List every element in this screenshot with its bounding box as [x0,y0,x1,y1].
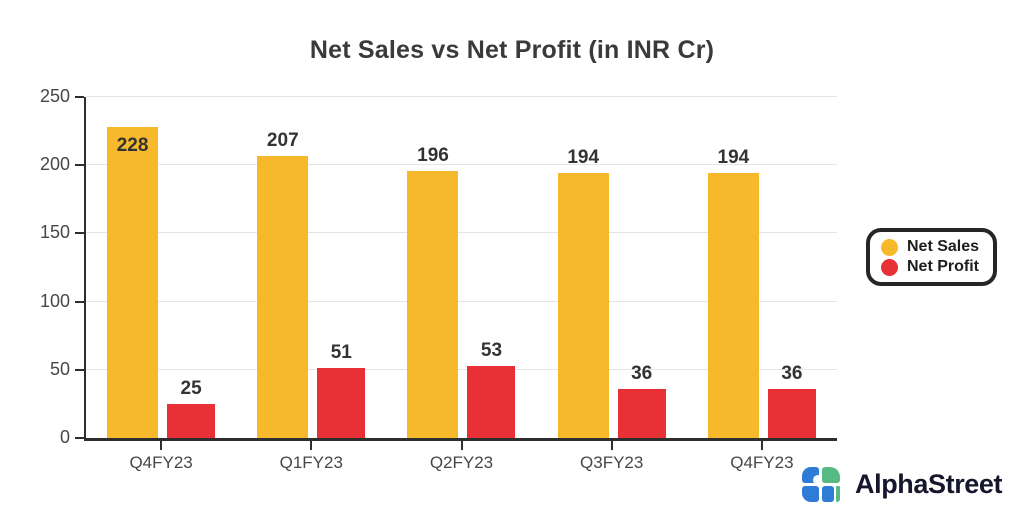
y-axis-label: 250 [39,86,70,106]
x-axis-label: Q4FY23 [730,453,794,472]
chart-title: Net Sales vs Net Profit (in INR Cr) [309,36,715,64]
net-profit-bar: 25 [167,378,216,438]
y-axis-tick [75,232,84,234]
logo-petal-top-right [822,467,840,483]
alphastreet-logo-icon [802,467,840,502]
logo-petal-bottom-right-green [835,486,840,502]
plot-area: 0 50 100 150 200 250 228 25 Q4FY23 207 51 Q1FY23 196… [40,86,837,472]
gridline [86,232,837,233]
y-axis-tick [75,96,84,98]
x-axis-label: Q3FY23 [580,453,644,472]
net-profit-bar: 36 [617,363,666,438]
y-axis-label: 200 [39,154,70,174]
y-axis-tick [75,164,84,166]
bar-value-label: 25 [180,378,202,399]
y-axis-label: 100 [39,291,70,311]
legend-swatch-net-profit [881,258,898,276]
net-profit-bar: 53 [467,340,516,438]
bar-value-label: 36 [781,363,803,384]
gridline [86,369,837,370]
y-axis-tick [75,301,84,303]
bar-group: 194 36 [537,97,687,438]
bar-value-label: 36 [631,363,653,384]
bar-value-label: 194 [567,147,600,168]
bar-group: 196 53 [386,97,536,438]
legend: Net Sales Net Profit [866,228,998,286]
bar-value-label: 51 [330,342,352,363]
x-axis-label: Q2FY23 [429,453,494,472]
bar-group: 194 36 [687,97,837,438]
y-axis-label: 150 [39,222,70,242]
gridline [86,301,837,302]
net-profit-bar: 36 [767,363,816,438]
net-profit-bar: 51 [317,342,366,438]
legend-label: Net Profit [907,258,979,275]
x-axis-tick [460,438,463,450]
bar-value-label: 228 [116,135,149,156]
bar-value-label: 194 [717,147,750,168]
bar-value-label: 53 [480,340,503,361]
bar-group: 207 51 [236,97,386,438]
net-sales-bar: 228 [107,127,159,438]
y-axis-label: 50 [49,359,70,379]
alphastreet-logo: AlphaStreet [802,467,1003,502]
legend-item-net-profit: Net Profit [881,258,979,276]
net-sales-bar: 194 [707,147,759,438]
legend-item-net-sales: Net Sales [881,238,979,256]
logo-petal-bottom-left [802,486,819,502]
gridline [86,164,837,165]
net-sales-bar: 207 [257,130,309,438]
bar-value-label: 196 [417,145,449,166]
x-axis-tick [760,438,763,450]
net-sales-bar: 194 [557,147,609,438]
bar-value-label: 207 [266,130,299,151]
bar-group: 228 25 [86,97,236,438]
y-axis-tick [75,369,84,371]
logo-petal-bottom-right [822,486,834,502]
y-axis-line [84,97,86,441]
legend-label: Net Sales [907,238,980,255]
y-axis-tick [75,437,84,439]
x-axis-tick [310,438,313,450]
x-axis-label: Q1FY23 [279,453,343,472]
x-axis-tick [610,438,613,450]
x-axis-tick [160,438,163,450]
gridline [86,96,837,97]
y-axis-label: 0 [59,427,70,447]
legend-swatch-net-sales [881,238,898,256]
alphastreet-logo-text: AlphaStreet [855,469,1003,499]
x-axis-label: Q4FY23 [129,453,193,472]
net-sales-bar: 196 [407,145,459,438]
logo-petal-top-left [802,467,823,485]
